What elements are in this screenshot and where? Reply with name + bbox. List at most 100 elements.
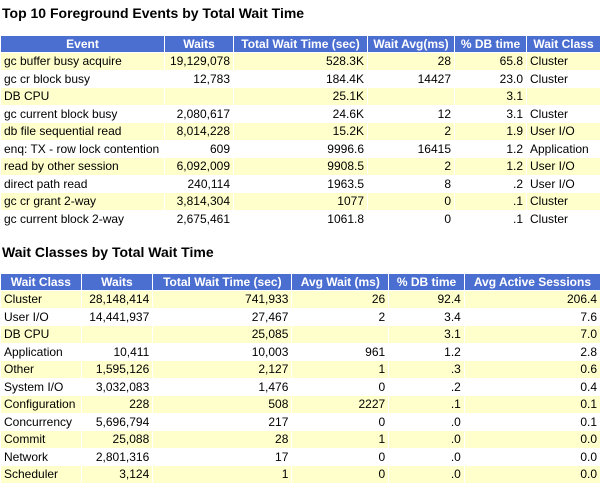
table-row: db file sequential read 8,014,228 15.2K 2 1.… (1, 123, 600, 140)
wait-avg-cell: 8 (368, 175, 454, 192)
avg-wait-cell: 2227 (292, 396, 389, 413)
waits-cell (165, 88, 233, 105)
pct-db-time-cell: 3.1 (455, 88, 526, 105)
pct-db-time-cell: .0 (389, 448, 464, 465)
wait-avg-cell: 0 (368, 193, 454, 210)
avg-active-sessions-cell: 7.6 (464, 308, 600, 325)
avg-wait-cell (292, 326, 389, 343)
wait-avg-cell: 2 (368, 158, 454, 175)
total-wait-time-cell: 9908.5 (234, 158, 367, 175)
table-row: Concurrency 5,696,794 217 0.0 0.1 (1, 413, 600, 430)
total-wait-time-cell: 1061.8 (234, 210, 367, 227)
events-header-row: Event Waits Total Wait Time (sec) Wait A… (1, 36, 600, 52)
column-header-total-wait-time: Total Wait Time (sec) (234, 36, 367, 52)
waits-cell: 2,675,461 (165, 210, 233, 227)
wait-class-cell: User I/O (527, 158, 600, 175)
wait-avg-cell: 16415 (368, 140, 454, 157)
waits-cell: 14,441,937 (81, 308, 153, 325)
waits-cell: 3,814,304 (165, 193, 233, 210)
table-row: gc current block 2-way 2,675,461 1061.8 0.1… (1, 210, 600, 227)
wait-class-cell: Commit (1, 431, 81, 448)
wait-avg-cell (368, 88, 454, 105)
waits-cell: 6,092,009 (165, 158, 233, 175)
wait-classes-section-title: Wait Classes by Total Wait Time (2, 244, 214, 260)
wait-avg-cell: 0 (368, 210, 454, 227)
event-name-cell: gc cr grant 2-way (1, 193, 164, 210)
column-header-wait-class: Wait Class (1, 274, 81, 290)
total-wait-time-cell: 15.2K (234, 123, 367, 140)
table-row: gc cr grant 2-way 3,814,304 1077 0.1 Cluster (1, 193, 600, 210)
total-wait-time-cell: 184.4K (234, 70, 367, 87)
total-wait-time-cell: 508 (153, 396, 292, 413)
wait-class-cell: Cluster (527, 193, 600, 210)
table-row: Network 2,801,316 17 0.0 0.0 (1, 448, 600, 465)
avg-wait-cell: 1 (292, 361, 389, 378)
total-wait-time-cell: 24.6K (234, 105, 367, 122)
avg-wait-cell: 0 (292, 378, 389, 395)
pct-db-time-cell: 65.8 (455, 53, 526, 70)
total-wait-time-cell: 528.3K (234, 53, 367, 70)
wait-class-cell: Network (1, 448, 81, 465)
table-row: DB CPU 25,085 3.1 7.0 (1, 326, 600, 343)
wait-class-cell: Other (1, 361, 81, 378)
wait-class-cell: Application (527, 140, 600, 157)
pct-db-time-cell: 1.9 (455, 123, 526, 140)
total-wait-time-cell: 17 (153, 448, 292, 465)
wait-class-cell: Concurrency (1, 413, 81, 430)
pct-db-time-cell: 1.2 (389, 343, 464, 360)
table-row: Commit 25,088 28 1.0 0.0 (1, 431, 600, 448)
wait-avg-cell: 14427 (368, 70, 454, 87)
waits-cell: 10,411 (81, 343, 153, 360)
avg-wait-cell: 0 (292, 448, 389, 465)
table-row: Configuration 228 508 2227.1 0.1 (1, 396, 600, 413)
wait-avg-cell: 28 (368, 53, 454, 70)
wait-class-cell: Cluster (527, 210, 600, 227)
total-wait-time-cell: 10,003 (153, 343, 292, 360)
avg-active-sessions-cell: 0.1 (464, 413, 600, 430)
wait-classes-table: Wait Class Waits Total Wait Time (sec) A… (0, 273, 601, 484)
pct-db-time-cell: 1.2 (455, 158, 526, 175)
column-header-pct-db-time: % DB time (455, 36, 526, 52)
avg-wait-cell: 1 (292, 431, 389, 448)
waits-cell: 28,148,414 (81, 291, 153, 308)
column-header-wait-avg: Wait Avg(ms) (368, 36, 454, 52)
avg-wait-cell: 2 (292, 308, 389, 325)
pct-db-time-cell: .0 (389, 431, 464, 448)
event-name-cell: direct path read (1, 175, 164, 192)
avg-wait-cell: 0 (292, 413, 389, 430)
event-name-cell: gc current block busy (1, 105, 164, 122)
table-row: Cluster 28,148,414 741,933 26 92.4 206.4 (1, 291, 600, 308)
classes-header-row: Wait Class Waits Total Wait Time (sec) A… (1, 274, 600, 290)
wait-class-cell: Cluster (1, 291, 81, 308)
column-header-event: Event (1, 36, 164, 52)
wait-class-cell: Cluster (527, 70, 600, 87)
pct-db-time-cell: .1 (455, 210, 526, 227)
waits-cell: 2,801,316 (81, 448, 153, 465)
pct-db-time-cell: .2 (389, 378, 464, 395)
pct-db-time-cell: .1 (455, 193, 526, 210)
wait-class-cell: DB CPU (1, 326, 81, 343)
table-row: Other 1,595,126 2,127 1.3 0.6 (1, 361, 600, 378)
table-row: enq: TX - row lock contention 609 9996.6 16… (1, 140, 600, 157)
total-wait-time-cell: 28 (153, 431, 292, 448)
wait-class-cell: Cluster (527, 105, 600, 122)
pct-db-time-cell: 3.1 (389, 326, 464, 343)
pct-db-time-cell: .2 (455, 175, 526, 192)
wait-class-cell: Scheduler (1, 466, 81, 483)
pct-db-time-cell: 1.2 (455, 140, 526, 157)
wait-class-cell: User I/O (527, 123, 600, 140)
avg-wait-cell: 961 (292, 343, 389, 360)
avg-active-sessions-cell: 0.6 (464, 361, 600, 378)
total-wait-time-cell: 741,933 (153, 291, 292, 308)
total-wait-time-cell: 217 (153, 413, 292, 430)
wait-class-cell: Application (1, 343, 81, 360)
total-wait-time-cell: 2,127 (153, 361, 292, 378)
table-row: gc cr block busy 12,783 184.4K 14427 23.0 Clu… (1, 70, 600, 87)
column-header-avg-active-sessions: Avg Active Sessions (464, 274, 600, 290)
waits-cell: 12,783 (165, 70, 233, 87)
pct-db-time-cell: 3.4 (389, 308, 464, 325)
total-wait-time-cell: 25,085 (153, 326, 292, 343)
waits-cell: 228 (81, 396, 153, 413)
table-row: Application 10,411 10,003 961 1.2 2.8 (1, 343, 600, 360)
wait-avg-cell: 2 (368, 123, 454, 140)
